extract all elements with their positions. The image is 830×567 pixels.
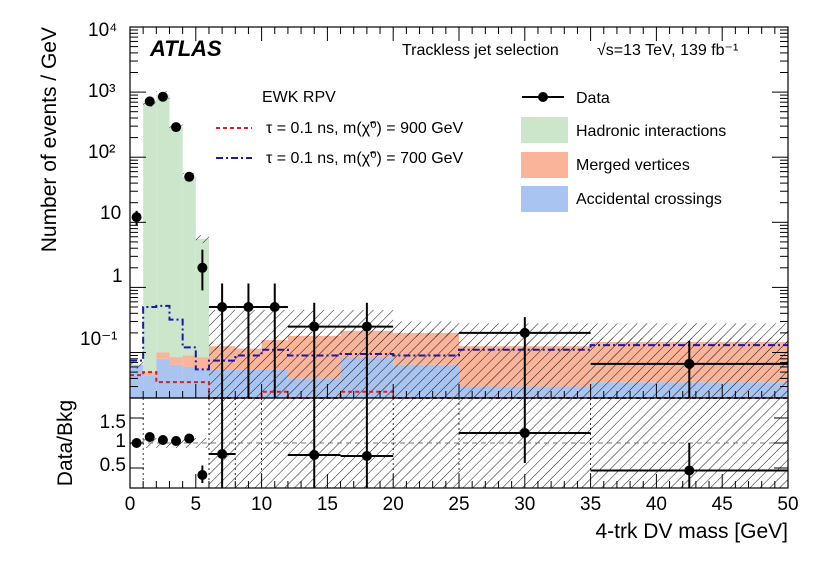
merged-bar [182,355,196,367]
bkg-stat-unc-band [130,360,144,369]
merged-bar [169,357,183,365]
ratio-axis-title: Data/Bkg [54,400,77,486]
x-tick-label: 40 [646,494,667,515]
data-point [361,321,372,332]
ratio-point [171,436,182,446]
accidental-bar [195,369,209,398]
ratio-point [184,433,195,444]
energy-label: √s=13 TeV, 139 fb⁻¹ [597,42,738,59]
selection-label: Trackless jet selection [402,42,559,59]
data-point [157,91,168,102]
legend-merged-label: Merged vertices [576,157,690,174]
merged-bar [156,352,170,359]
y-tick-label: 10² [88,142,115,163]
legend-signal900-label: τ = 0.1 ns, m(χ̃⁰) = 900 GeV [266,120,464,137]
accidental-bar [143,375,157,398]
ratio-point [309,450,320,460]
y-tick-label: 10 [100,203,121,224]
hadronic-bar [156,95,170,353]
ratio-tick-label: 1 [115,431,126,452]
x-tick-label: 50 [777,494,798,515]
data-point [197,262,208,273]
legend-data-marker [538,92,548,102]
data-point [269,301,280,312]
y-tick-label: 10⁻¹ [80,329,118,350]
y-axis-title: Number of events / GeV [38,27,61,252]
legend-data-label: Data [576,90,610,107]
legend-signal700-label: τ = 0.1 ns, m(χ̃⁰) = 700 GeV [266,150,464,167]
data-point [309,321,320,332]
legend-hadronic-label: Hadronic interactions [576,123,726,140]
data-point [243,301,254,312]
bkg-stat-unc-band [195,235,209,244]
data-point [131,212,142,223]
data-point [217,301,228,312]
data-point [171,122,182,133]
ratio-tick-label: 1.5 [100,412,126,433]
ratio-point [519,428,530,438]
data-point [684,358,695,369]
legend-hadronic-swatch [521,117,568,143]
y-tick-label: 1 [112,266,123,287]
accidental-bar [130,364,144,398]
ratio-point [217,449,228,459]
accidental-bar [156,358,170,398]
legend-accidental-label: Accidental crossings [576,191,722,208]
x-tick-label: 5 [191,494,202,515]
x-tick-label: 35 [580,494,601,515]
x-tick-labels: 0 5 10 15 20 25 30 35 40 45 50 [125,494,799,515]
legend-accidental-swatch [521,186,568,212]
ratio-point [157,435,168,445]
legend-merged-swatch [521,152,568,178]
signal-group-label: EWK RPV [262,89,336,106]
hadronic-bar [143,103,157,373]
ratio-point [361,451,372,461]
hadronic-bar [182,176,196,356]
ratio-point [197,470,208,480]
x-axis-title: 4-trk DV mass [GeV] [595,520,788,543]
bkg-unc-band [393,321,459,398]
data-point [144,96,155,107]
hadronic-bar [169,127,183,358]
ratio-point [684,465,695,476]
merged-bar [195,357,209,370]
data-point [519,327,530,338]
ratio-tick-label: 0.5 [100,455,126,476]
x-tick-label: 0 [125,494,136,515]
x-tick-label: 25 [448,494,469,515]
atlas-label: ATLAS [149,36,222,61]
data-point [184,171,195,182]
x-tick-label: 45 [712,494,733,515]
y-tick-labels: 10⁻¹ 1 10 10² 10³ 10⁴ [80,20,123,350]
x-tick-label: 20 [383,494,404,515]
y-tick-label: 10³ [88,81,115,102]
merged-bar [143,372,157,376]
ratio-point [144,432,155,442]
x-tick-label: 15 [317,494,338,515]
x-tick-label: 10 [251,494,272,515]
y-tick-label: 10⁴ [88,20,117,41]
ratio-tick-labels: 0.5 1 1.5 [100,412,126,476]
x-tick-label: 30 [514,494,535,515]
